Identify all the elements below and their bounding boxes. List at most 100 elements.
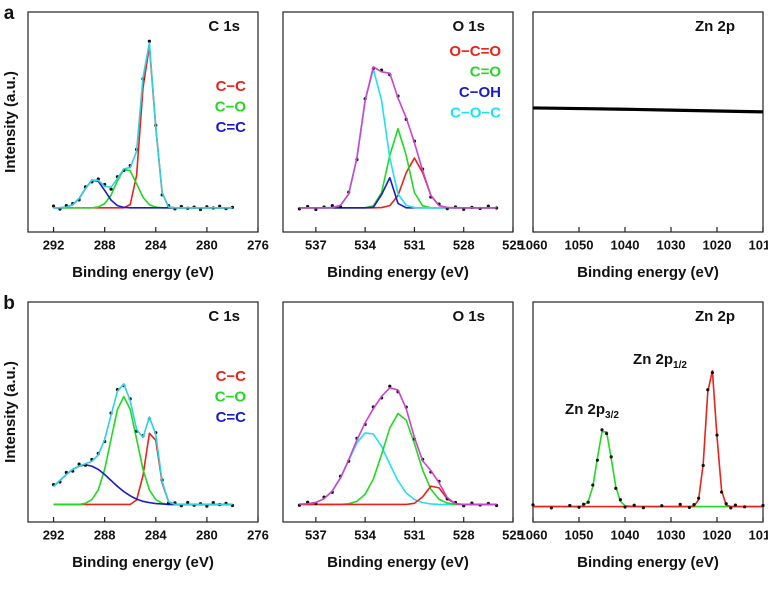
- data-point: [147, 39, 151, 43]
- x-tick-label: 537: [305, 237, 327, 252]
- legend-entry: C−O−C: [450, 104, 501, 121]
- data-point: [614, 486, 618, 490]
- panel-title: C 1s: [208, 18, 240, 35]
- data-point: [51, 204, 56, 208]
- data-point: [577, 505, 581, 509]
- x-tick-label: 534: [354, 527, 376, 542]
- legend-entry: C−O: [215, 388, 247, 405]
- data-point: [314, 207, 318, 212]
- component-curve: [53, 179, 233, 209]
- data-point: [678, 502, 682, 506]
- data-point: [618, 498, 623, 502]
- panel-label: a: [4, 3, 15, 24]
- fit-envelope: [299, 485, 497, 506]
- data-point: [720, 490, 724, 494]
- x-axis-label: Binding energy (eV): [72, 264, 214, 281]
- data-point: [330, 204, 334, 208]
- component-curve: [299, 157, 497, 209]
- x-tick-label: 534: [354, 237, 376, 252]
- data-point: [724, 502, 728, 506]
- legend-entry: C=C: [216, 119, 247, 136]
- data-point: [586, 500, 590, 504]
- panel-title: O 1s: [452, 18, 485, 35]
- legend-entry: C−C: [216, 368, 247, 385]
- x-tick-label: 1010: [749, 237, 768, 252]
- data-point: [198, 207, 203, 212]
- legend-entry: C−OH: [459, 84, 501, 101]
- x-tick-label: 280: [196, 527, 218, 542]
- data-point: [600, 428, 604, 432]
- data-point: [733, 503, 738, 507]
- annotation-text: Zn 2p: [565, 401, 605, 418]
- data-point: [660, 504, 664, 508]
- legend-entry: C−C: [216, 78, 247, 95]
- x-tick-label: 1050: [565, 527, 594, 542]
- data-point: [710, 371, 715, 375]
- data-point: [701, 463, 705, 468]
- x-tick-label: 1060: [519, 237, 548, 252]
- x-tick-label: 1040: [611, 237, 640, 252]
- peak-annotation: Zn 2p1/2: [633, 351, 687, 371]
- x-tick-label: 525: [502, 237, 524, 252]
- x-tick-label: 1010: [749, 527, 768, 542]
- panel-title: C 1s: [208, 308, 240, 325]
- x-tick-label: 1040: [611, 527, 640, 542]
- x-tick-label: 531: [404, 237, 426, 252]
- data-point: [568, 503, 572, 508]
- x-axis-label: Binding energy (eV): [327, 554, 469, 571]
- x-tick-label: 528: [453, 527, 475, 542]
- x-tick-label: 1030: [657, 527, 686, 542]
- data-point: [623, 505, 627, 509]
- panel-title: Zn 2p: [695, 18, 735, 35]
- data-point: [77, 462, 81, 466]
- spectrum-line: [532, 106, 764, 114]
- fit-envelope: [299, 387, 497, 506]
- data-point: [687, 505, 692, 510]
- data-point: [388, 384, 392, 388]
- x-tick-label: 292: [43, 527, 65, 542]
- data-point: [531, 503, 535, 507]
- data-point: [591, 483, 595, 487]
- panel-title: O 1s: [452, 308, 485, 325]
- x-tick-label: 276: [247, 527, 269, 542]
- data-point: [486, 204, 490, 208]
- plot-frame: [27, 301, 259, 523]
- data-point: [205, 504, 209, 508]
- x-tick-label: 1020: [703, 527, 732, 542]
- x-tick-label: 1020: [703, 237, 732, 252]
- y-axis-label: Intensity (a.u.): [2, 71, 19, 173]
- annotation-subscript: 1/2: [673, 360, 687, 371]
- x-tick-label: 537: [305, 527, 327, 542]
- x-axis-label: Binding energy (eV): [577, 264, 719, 281]
- y-axis-label: Intensity (a.u.): [2, 361, 19, 463]
- peak-annotation: Zn 2p3/2: [565, 401, 619, 421]
- data-point: [641, 506, 646, 510]
- x-axis-label: Binding energy (eV): [577, 554, 719, 571]
- legend-entry: C=O: [470, 63, 502, 80]
- x-tick-label: 525: [502, 527, 524, 542]
- legend-entry: C=C: [216, 409, 247, 426]
- data-point: [706, 388, 710, 392]
- data-point: [743, 505, 747, 509]
- component-curve: [53, 45, 233, 209]
- data-point: [595, 458, 600, 462]
- x-tick-label: 528: [453, 237, 475, 252]
- plot-frame: [282, 11, 514, 233]
- x-axis-label: Binding energy (eV): [327, 264, 469, 281]
- data-point: [692, 503, 696, 507]
- annotation-text: Zn 2p: [633, 351, 673, 368]
- data-point: [729, 506, 733, 510]
- legend-entry: O−C=O: [449, 43, 501, 60]
- plot-frame: [27, 11, 259, 233]
- panel-title: Zn 2p: [695, 308, 735, 325]
- data-point: [549, 506, 554, 510]
- fit-envelope: [533, 431, 763, 508]
- data-point: [211, 501, 215, 505]
- x-tick-label: 276: [247, 237, 269, 252]
- x-tick-label: 288: [94, 237, 116, 252]
- plot-frame: [532, 11, 764, 233]
- component-curve: [53, 168, 233, 209]
- x-tick-label: 1050: [565, 237, 594, 252]
- data-point: [715, 433, 719, 437]
